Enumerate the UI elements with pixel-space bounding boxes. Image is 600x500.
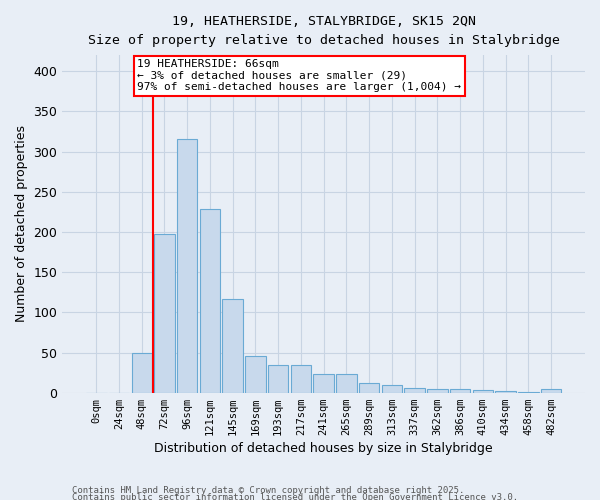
Bar [450, 388, 470, 392]
Text: Contains HM Land Registry data © Crown copyright and database right 2025.: Contains HM Land Registry data © Crown c… [72, 486, 464, 495]
Bar [154, 234, 175, 392]
Bar [427, 388, 448, 392]
Bar [382, 384, 402, 392]
Bar [245, 356, 266, 393]
Bar [313, 374, 334, 392]
Bar [200, 210, 220, 392]
Bar [177, 138, 197, 392]
X-axis label: Distribution of detached houses by size in Stalybridge: Distribution of detached houses by size … [154, 442, 493, 455]
Bar [268, 364, 289, 392]
Bar [496, 391, 516, 392]
Bar [290, 364, 311, 392]
Y-axis label: Number of detached properties: Number of detached properties [15, 126, 28, 322]
Bar [223, 300, 243, 392]
Bar [336, 374, 356, 392]
Text: Contains public sector information licensed under the Open Government Licence v3: Contains public sector information licen… [72, 494, 518, 500]
Bar [131, 352, 152, 393]
Bar [473, 390, 493, 392]
Text: 19 HEATHERSIDE: 66sqm
← 3% of detached houses are smaller (29)
97% of semi-detac: 19 HEATHERSIDE: 66sqm ← 3% of detached h… [137, 59, 461, 92]
Bar [541, 388, 561, 392]
Bar [359, 383, 379, 392]
Bar [404, 388, 425, 392]
Title: 19, HEATHERSIDE, STALYBRIDGE, SK15 2QN
Size of property relative to detached hou: 19, HEATHERSIDE, STALYBRIDGE, SK15 2QN S… [88, 15, 560, 47]
